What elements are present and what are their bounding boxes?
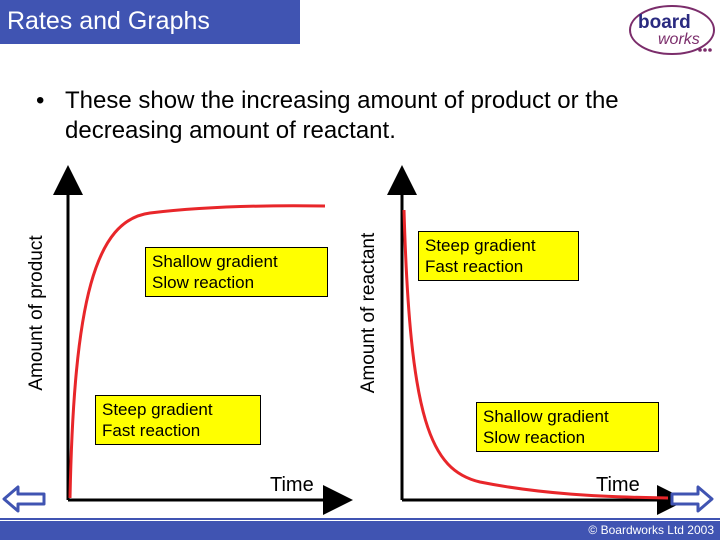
note-line: Fast reaction: [425, 257, 524, 276]
right-note-steep-gradient: Steep gradient Fast reaction: [418, 231, 579, 281]
bullet-text: These show the increasing amount of prod…: [65, 87, 619, 144]
slide-title: Rates and Graphs: [0, 0, 300, 44]
svg-text:board: board: [638, 12, 691, 33]
left-note-steep-gradient: Steep gradient Fast reaction: [95, 395, 261, 445]
note-line: Shallow gradient: [152, 252, 278, 271]
note-line: Shallow gradient: [483, 407, 609, 426]
right-arrow-icon[interactable]: [670, 484, 714, 514]
footer-bar: © Boardworks Ltd 2003: [0, 518, 720, 540]
right-y-axis-label: Amount of reactant: [358, 232, 379, 394]
note-line: Steep gradient: [102, 400, 213, 419]
copyright-text: © Boardworks Ltd 2003: [588, 523, 714, 537]
right-reactant-curve: [402, 209, 669, 500]
note-line: Slow reaction: [152, 273, 255, 292]
left-x-axis-label: Time: [270, 474, 314, 496]
left-note-shallow-gradient: Shallow gradient Slow reaction: [145, 247, 328, 297]
left-arrow-icon[interactable]: [2, 484, 46, 514]
left-product-curve: [68, 204, 326, 499]
right-note-shallow-gradient: Shallow gradient Slow reaction: [476, 402, 659, 452]
note-line: Fast reaction: [102, 421, 201, 440]
note-line: Steep gradient: [425, 236, 536, 255]
right-x-axis-label: Time: [596, 474, 640, 496]
left-y-axis-label: Amount of product: [26, 235, 47, 391]
boardworks-logo: board works: [629, 5, 715, 55]
bullet-marker: •: [36, 87, 45, 114]
note-line: Slow reaction: [483, 428, 586, 447]
svg-text:works: works: [658, 31, 700, 48]
